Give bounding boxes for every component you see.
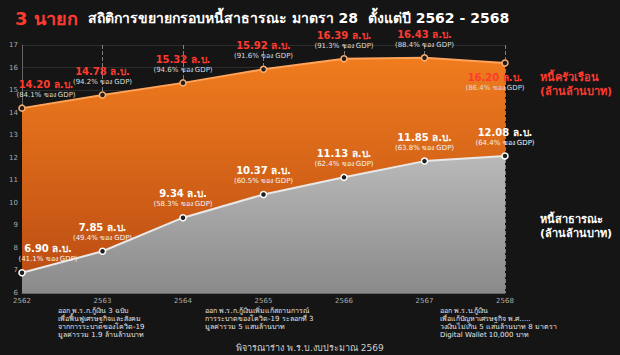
svg-text:10: 10	[9, 199, 18, 207]
svg-text:หนี้ครัวเรือน: หนี้ครัวเรือน	[540, 69, 599, 84]
svg-text:(62.4% ของ GDP): (62.4% ของ GDP)	[314, 160, 373, 168]
svg-text:หนี้สาธารณะ: หนี้สาธารณะ	[540, 211, 603, 226]
svg-text:(60.5% ของ GDP): (60.5% ของ GDP)	[234, 177, 293, 185]
svg-text:(94.6% ของ GDP): (94.6% ของ GDP)	[153, 66, 212, 74]
svg-text:2563: 2563	[94, 297, 112, 305]
svg-text:14.20 ล.บ.: 14.20 ล.บ.	[19, 79, 74, 90]
svg-text:2562: 2562	[13, 297, 31, 305]
svg-text:14.78 ล.บ.: 14.78 ล.บ.	[75, 66, 130, 77]
svg-text:เพื่อฟื้นฟูเศรษฐกิจและสังคม: เพื่อฟื้นฟูเศรษฐกิจและสังคม	[58, 312, 141, 323]
svg-text:มูลค่ารวม 5 แสนล้านบาท: มูลค่ารวม 5 แสนล้านบาท	[205, 323, 285, 331]
svg-text:ออก พ.ร.ก.กู้เงินเพิ่มแก้สถานก: ออก พ.ร.ก.กู้เงินเพิ่มแก้สถานการณ์	[205, 306, 310, 315]
svg-text:2566: 2566	[335, 297, 353, 305]
svg-text:2568: 2568	[496, 297, 514, 305]
svg-text:(64.4% ของ GDP): (64.4% ของ GDP)	[475, 139, 534, 147]
svg-text:14: 14	[9, 109, 18, 117]
svg-text:(49.4% ของ GDP): (49.4% ของ GDP)	[73, 234, 132, 242]
svg-text:16: 16	[9, 64, 18, 72]
svg-text:6.90 ล.บ.: 6.90 ล.บ.	[24, 243, 72, 254]
svg-text:สถิติการขยายกรอบหนี้สาธารณะ มา: สถิติการขยายกรอบหนี้สาธารณะ มาตรา 28 ตั้…	[88, 7, 509, 26]
svg-text:Digital Wallet 10,000 บาท: Digital Wallet 10,000 บาท	[440, 331, 529, 339]
svg-text:9: 9	[14, 221, 18, 229]
svg-text:15.32 ล.บ.: 15.32 ล.บ.	[156, 54, 211, 65]
svg-text:(91.6% ของ GDP): (91.6% ของ GDP)	[234, 52, 293, 60]
svg-text:2567: 2567	[416, 297, 434, 305]
svg-text:15: 15	[9, 86, 18, 95]
svg-text:ออก พ.ร.บ.กู้เงิน: ออก พ.ร.บ.กู้เงิน	[440, 307, 488, 315]
svg-text:(94.2% ของ GDP): (94.2% ของ GDP)	[73, 78, 132, 86]
svg-text:13: 13	[9, 131, 18, 139]
svg-text:(ล้านล้านบาท): (ล้านล้านบาท)	[540, 227, 612, 240]
svg-text:17: 17	[9, 41, 18, 49]
svg-text:15.92 ล.บ.: 15.92 ล.บ.	[236, 40, 291, 51]
svg-text:จากการระบาดของโควิด-19: จากการระบาดของโควิด-19	[58, 322, 144, 331]
svg-text:(ล้านล้านบาท): (ล้านล้านบาท)	[540, 85, 612, 98]
svg-text:พิจารณาร่าง พ.ร.บ.งบประมาณ 256: พิจารณาร่าง พ.ร.บ.งบประมาณ 2569	[236, 343, 383, 353]
svg-text:(86.4% ของ GDP): (86.4% ของ GDP)	[465, 84, 524, 92]
svg-text:16.43 ล.บ.: 16.43 ล.บ.	[397, 29, 452, 40]
svg-text:(63.8% ของ GDP): (63.8% ของ GDP)	[395, 144, 454, 152]
svg-text:10.37 ล.บ.: 10.37 ล.บ.	[236, 165, 291, 176]
svg-text:(58.3% ของ GDP): (58.3% ของ GDP)	[153, 200, 212, 208]
svg-text:การระบาดของโควิด-19 ระลอกที่ 3: การระบาดของโควิด-19 ระลอกที่ 3	[205, 314, 313, 323]
svg-text:16.39 ล.บ.: 16.39 ล.บ.	[317, 30, 372, 41]
svg-text:9.34 ล.บ.: 9.34 ล.บ.	[159, 188, 207, 199]
svg-text:16.20 ล.บ.: 16.20 ล.บ.	[468, 72, 523, 83]
svg-text:(91.3% ของ GDP): (91.3% ของ GDP)	[314, 42, 373, 50]
svg-text:11.85 ล.บ.: 11.85 ล.บ.	[397, 132, 452, 143]
svg-text:12.08 ล.บ.: 12.08 ล.บ.	[478, 127, 533, 138]
svg-text:มูลค่ารวม 1.9 ล้านล้านบาท: มูลค่ารวม 1.9 ล้านล้านบาท	[58, 331, 144, 339]
svg-text:(41.1% ของ GDP): (41.1% ของ GDP)	[18, 255, 77, 263]
svg-text:วงเงินไม่เกิน 5 แสนล้านบาท 8 ม: วงเงินไม่เกิน 5 แสนล้านบาท 8 มาตรา	[440, 322, 557, 331]
svg-text:11.13 ล.บ.: 11.13 ล.บ.	[317, 148, 372, 159]
svg-text:3 นายก: 3 นายก	[15, 8, 78, 29]
svg-text:11: 11	[9, 176, 18, 184]
svg-text:6: 6	[13, 289, 18, 297]
svg-text:(88.4% ของ GDP): (88.4% ของ GDP)	[395, 41, 454, 49]
svg-text:ออก พ.ร.ก.กู้เงิน 3 ฉบับ: ออก พ.ร.ก.กู้เงิน 3 ฉบับ	[58, 307, 128, 315]
svg-text:เพื่อแก้ปัญหาเศรษฐกิจ พ.ศ.....: เพื่อแก้ปัญหาเศรษฐกิจ พ.ศ.....	[440, 314, 531, 323]
svg-text:8: 8	[14, 244, 18, 252]
svg-text:7: 7	[14, 266, 18, 274]
svg-text:(84.1% ของ GDP): (84.1% ของ GDP)	[16, 91, 75, 99]
svg-text:12: 12	[9, 154, 18, 162]
svg-text:7.85 ล.บ.: 7.85 ล.บ.	[79, 222, 127, 233]
svg-text:2565: 2565	[255, 297, 273, 305]
svg-text:2564: 2564	[174, 297, 192, 305]
